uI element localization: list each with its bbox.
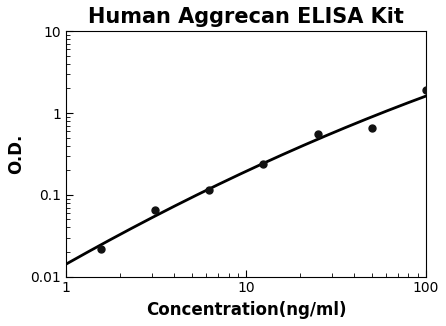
Point [260, 161, 267, 166]
Point [314, 132, 321, 137]
X-axis label: Concentration(ng/ml): Concentration(ng/ml) [146, 301, 346, 319]
Y-axis label: O.D.: O.D. [7, 134, 25, 174]
Point [206, 187, 213, 192]
Title: Human Aggrecan ELISA Kit: Human Aggrecan ELISA Kit [88, 7, 404, 27]
Point [97, 246, 104, 251]
Point [422, 88, 429, 93]
Point [368, 126, 375, 131]
Point [152, 208, 159, 213]
